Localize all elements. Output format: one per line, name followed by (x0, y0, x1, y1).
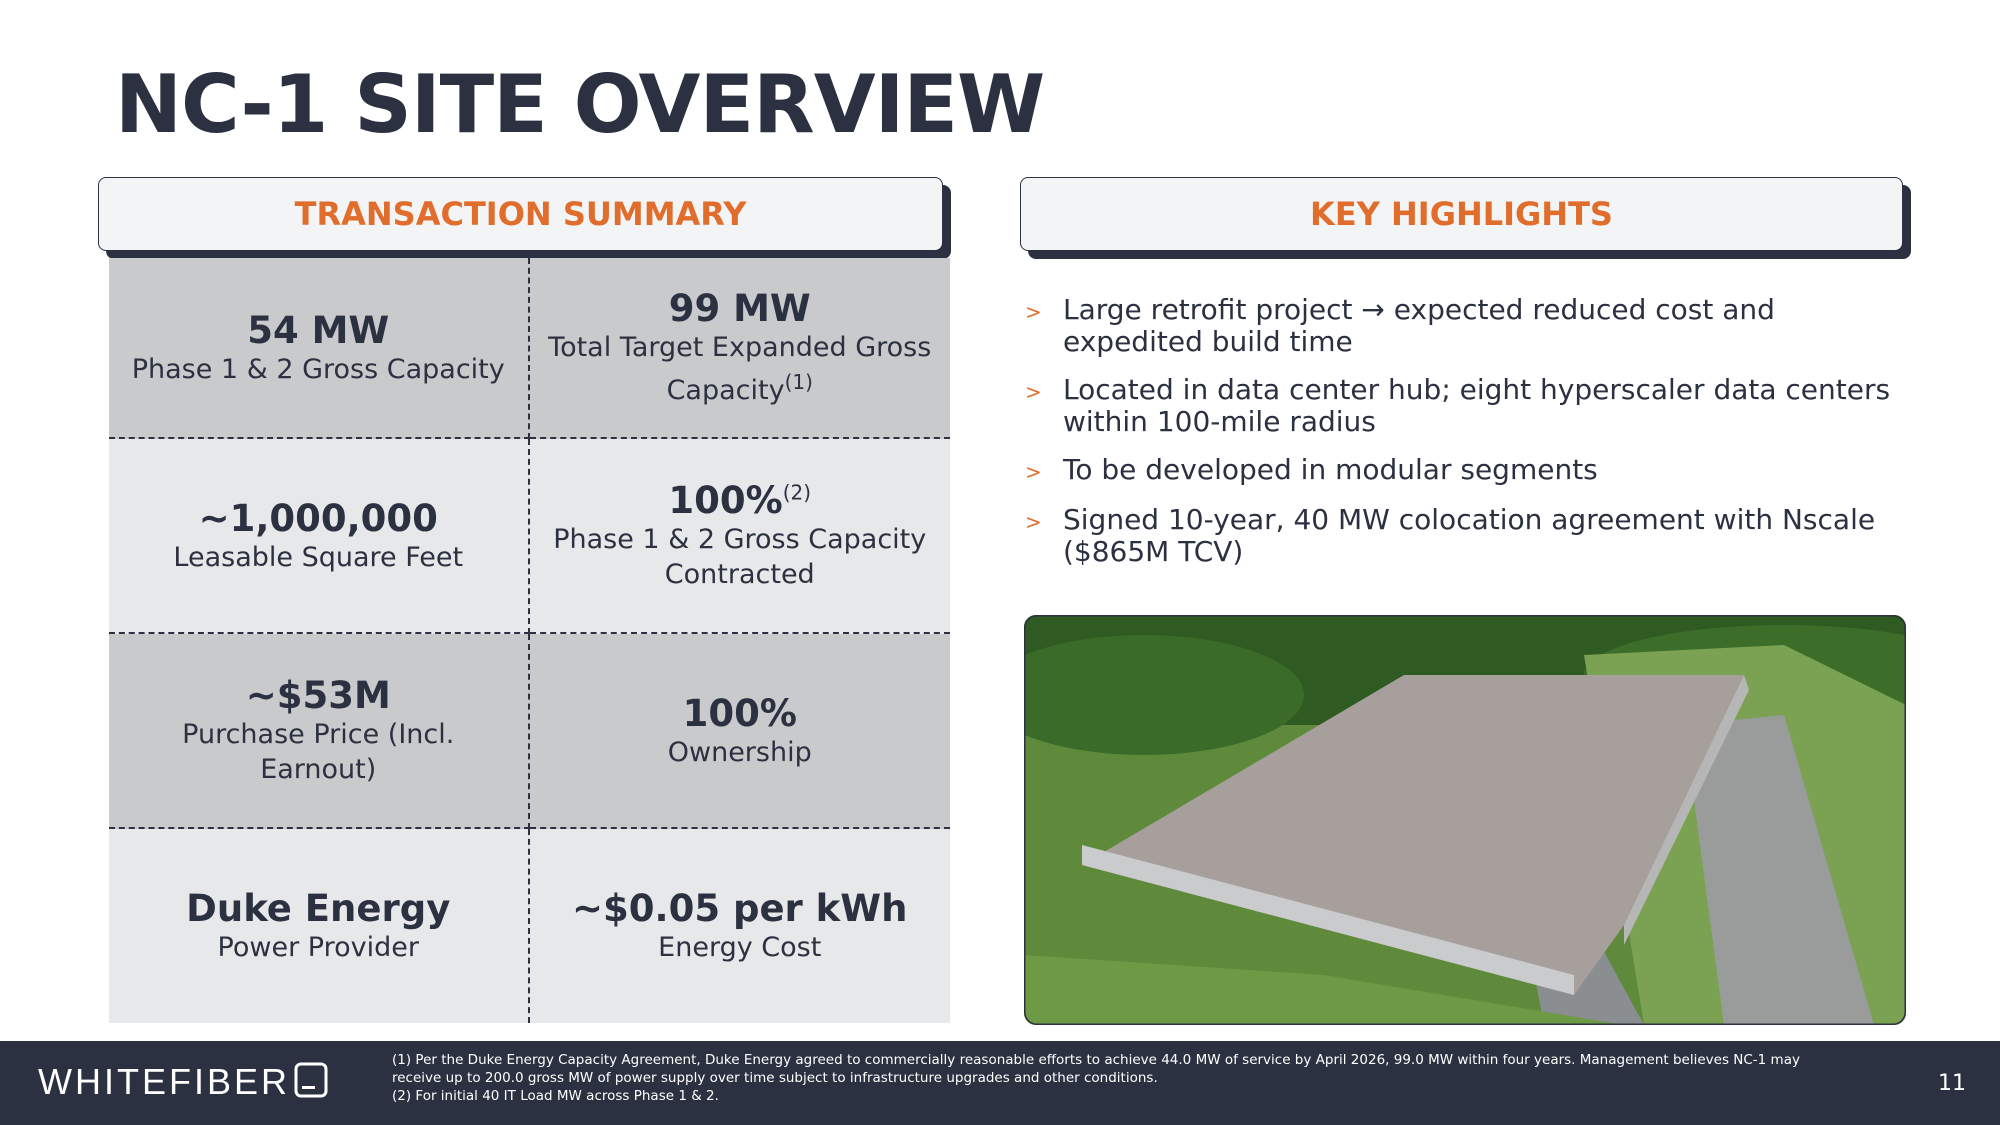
summary-cell: 100%(2) Phase 1 & 2 Gross Capacity Contra… (529, 439, 950, 634)
cell-value: 54 MW (247, 309, 389, 352)
footnote-ref: (2) (782, 480, 812, 505)
cell-label: Energy Cost (658, 930, 821, 965)
label-text: Phase 1 & 2 Gross Capacity Contracted (553, 524, 927, 590)
bullet: > Signed 10-year, 40 MW colocation agreem… (1025, 504, 1895, 568)
cell-value: 100%(2) (668, 479, 811, 522)
summary-cell: 99 MW Total Target Expanded Gross Capacit… (529, 258, 950, 439)
bullet: > Large retrofit project → expected reduc… (1025, 294, 1895, 358)
value-text: Duke Energy (186, 887, 451, 930)
value-text: 99 MW (668, 287, 811, 330)
site-photo (1024, 615, 1906, 1025)
bullet-marker: > (1025, 460, 1042, 484)
cell-value: 100% (683, 692, 797, 735)
label-text: Energy Cost (658, 932, 822, 963)
summary-cell: ~$53M Purchase Price (Incl. Earnout) (109, 634, 530, 829)
cell-label: Power Provider (218, 930, 419, 965)
summary-cell: 100% Ownership (529, 634, 950, 829)
logo-icon (294, 1062, 328, 1098)
label-text: Power Provider (217, 932, 419, 963)
summary-cell: ~1,000,000 Leasable Square Feet (109, 439, 530, 634)
cell-value: Duke Energy (186, 887, 450, 930)
value-text: ~$53M (245, 674, 391, 717)
label-text: Leasable Square Feet (173, 541, 464, 573)
bullet-text: Signed 10-year, 40 MW colocation agreeme… (1063, 503, 1876, 568)
page-number: 11 (1938, 1071, 1966, 1096)
bullet-marker: > (1025, 380, 1042, 404)
logo: WHITEFIBER (38, 1061, 328, 1103)
value-text: 100% (668, 479, 783, 522)
summary-cell: 54 MW Phase 1 & 2 Gross Capacity (109, 258, 530, 439)
cell-label: Phase 1 & 2 Gross Capacity Contracted (548, 522, 933, 592)
summary-grid: 54 MW Phase 1 & 2 Gross Capacity 99 MW Tota… (109, 258, 950, 1023)
section-header: KEY HIGHLIGHTS (1020, 177, 1903, 251)
footnote: (1) Per the Duke Energy Capacity Agreeme… (392, 1052, 1800, 1086)
cell-label: Ownership (668, 735, 812, 770)
cell-label: Phase 1 & 2 Gross Capacity (132, 352, 505, 387)
summary-cell: ~$0.05 per kWh Energy Cost (529, 829, 950, 1023)
bullet: > Located in data center hub; eight hyper… (1025, 374, 1895, 438)
cell-label: Leasable Square Feet (173, 540, 463, 575)
value-text: ~1,000,000 (198, 496, 438, 540)
footnote-ref: (1) (784, 370, 813, 394)
section-header: TRANSACTION SUMMARY (98, 177, 943, 251)
bullet-text: Located in data center hub; eight hypers… (1063, 373, 1891, 438)
value-text: 54 MW (247, 308, 390, 352)
bullet-text: To be developed in modular segments (1063, 453, 1598, 486)
cell-value: ~1,000,000 (199, 497, 438, 540)
summary-cell: Duke Energy Power Provider (109, 829, 530, 1023)
footnotes: (1) Per the Duke Energy Capacity Agreeme… (392, 1051, 1852, 1105)
cell-value: ~$0.05 per kWh (572, 887, 907, 930)
label-text: Phase 1 & 2 Gross Capacity (131, 353, 505, 385)
label-text: Total Target Expanded Gross Capacity (548, 332, 932, 406)
slide-title: NC-1 SITE OVERVIEW (115, 58, 1045, 151)
bullet: > To be developed in modular segments (1025, 454, 1895, 488)
cell-value: 99 MW (669, 287, 811, 330)
value-text: ~$0.05 per kWh (572, 887, 908, 930)
cell-value: ~$53M (246, 674, 391, 717)
cell-label: Purchase Price (Incl. Earnout) (127, 717, 510, 787)
bullet-marker: > (1025, 510, 1042, 534)
highlights-list: > Large retrofit project → expected reduc… (1025, 294, 1895, 584)
footer: WHITEFIBER (1) Per the Duke Energy Capac… (0, 1041, 2000, 1125)
bullet-marker: > (1025, 300, 1042, 324)
bullet-text: Large retrofit project → expected reduce… (1063, 293, 1775, 358)
logo-text: WHITEFIBER (38, 1061, 290, 1102)
footnote: (2) For initial 40 IT Load MW across Pha… (392, 1088, 719, 1104)
cell-label: Total Target Expanded Gross Capacity(1) (548, 330, 933, 408)
value-text: 100% (682, 691, 797, 735)
label-text: Ownership (667, 736, 812, 768)
label-text: Purchase Price (Incl. Earnout) (182, 719, 455, 785)
